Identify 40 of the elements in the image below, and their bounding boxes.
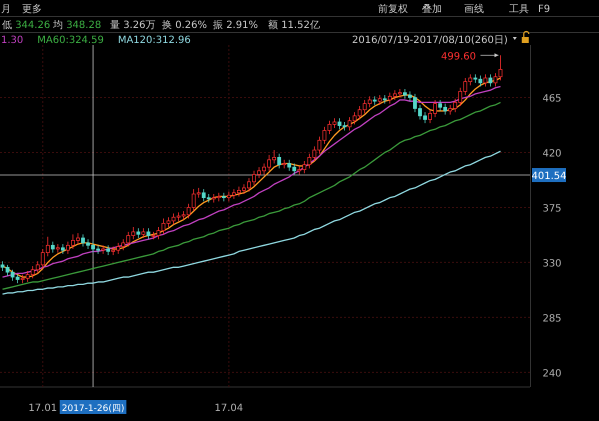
text: 叠加 [422,3,442,15]
ref-line-label: 401.54 [532,171,566,182]
text: MA120:312.96 [118,35,191,46]
y-tick-label: 240 [542,368,562,380]
text: MA60:324.59 [37,35,104,46]
candlestick [488,74,492,87]
text: 工具 [509,4,529,15]
candlestick [50,241,55,254]
text: F9 [538,4,550,15]
text: 振 2.91% [213,19,258,31]
candlestick [106,244,110,256]
line-series [2,150,502,295]
candlestick [60,244,65,254]
text: 量 3.26万 [110,20,156,31]
y-tick-label: 285 [542,313,562,324]
text: 1.30 [1,35,24,46]
candlestick [146,228,150,240]
y-tick-label: 375 [542,203,562,214]
candlestick [483,74,488,87]
text: 画线 [464,3,484,15]
candlestick [101,244,106,254]
y-tick-label: 420 [542,148,562,160]
candlestick [378,94,382,106]
text: 均 348.28 [52,19,102,31]
text: 额 11.52亿 [268,19,320,31]
candlestick [277,153,282,169]
candlestick [141,228,146,238]
candlestick [136,228,140,238]
x-tick-label: 17.01 [28,403,58,414]
x-tick-label: 2017-1-26(四) [62,404,124,414]
annotation: 499.60 [440,51,476,62]
text: 换 0.26% [162,19,207,31]
chart-subtitle: 2016/07/19-2017/08/10(260日) [352,35,508,46]
text: 前复权 [378,3,408,15]
text: 月 [1,4,11,15]
x-tick-label: 17.04 [214,403,244,414]
y-tick-label: 330 [542,258,562,270]
text: 更多 [22,3,42,15]
text: 低 344.26 [2,20,50,31]
y-tick-label: 465 [542,94,562,105]
